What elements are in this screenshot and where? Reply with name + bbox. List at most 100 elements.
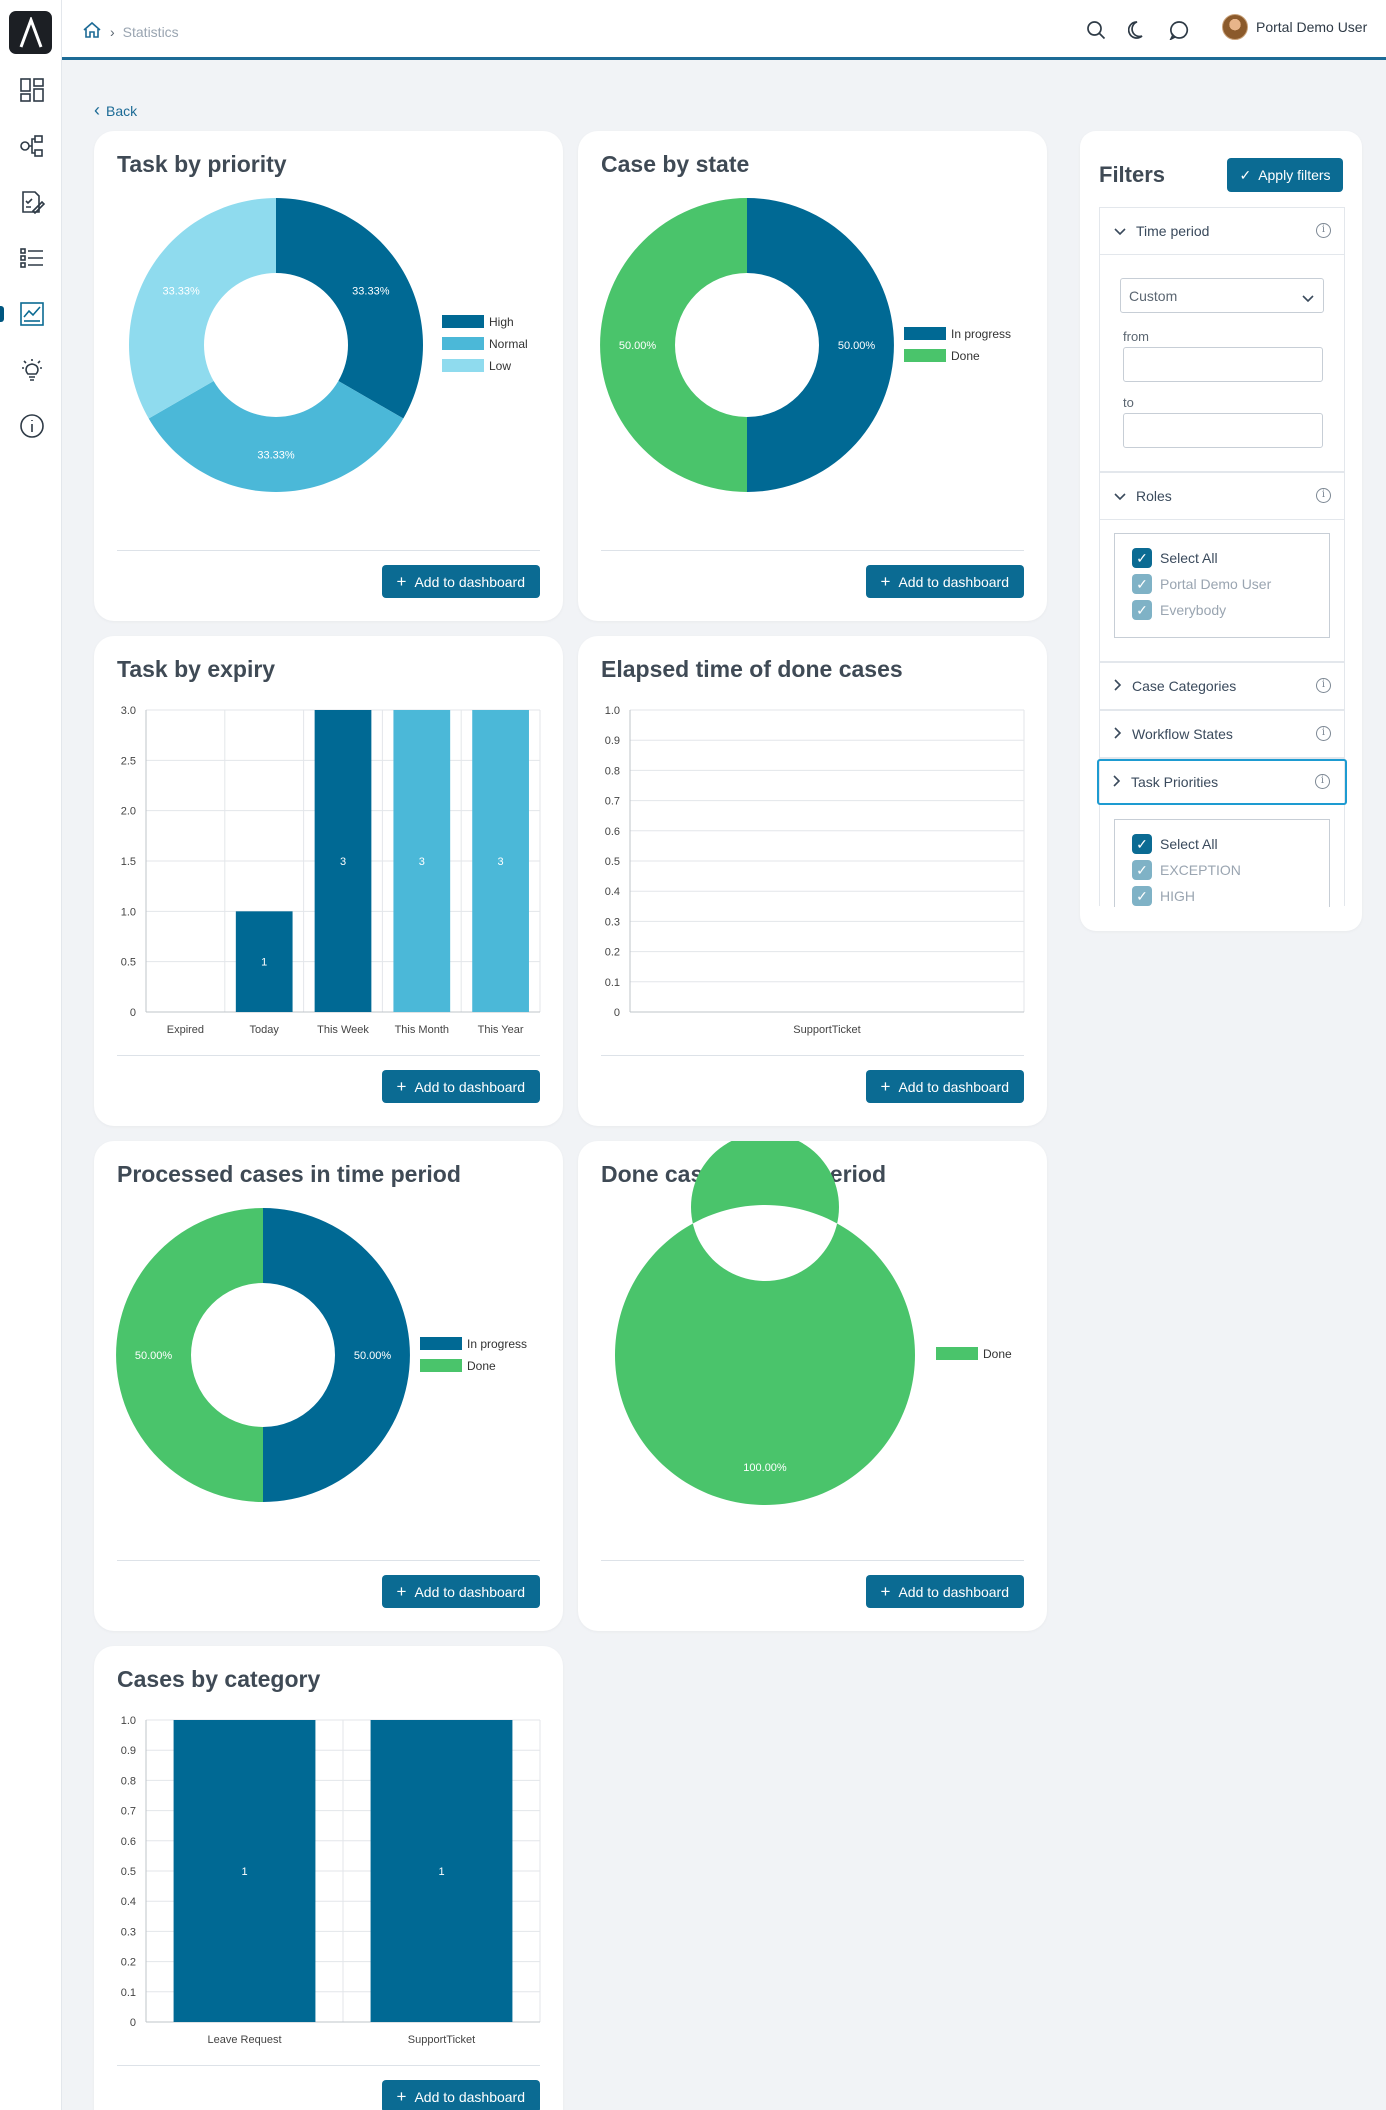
- info-icon[interactable]: i: [1315, 774, 1330, 789]
- active-nav-indicator: [0, 306, 4, 322]
- roles-section: Roles i ✓ Select All ✓ Portal Demo User …: [1099, 472, 1345, 662]
- dashboard-icon[interactable]: [16, 74, 48, 106]
- y-tick-label: 0.6: [605, 826, 620, 838]
- checkbox-label: HIGH: [1160, 888, 1195, 904]
- pie-slice: [747, 198, 894, 492]
- case-state-chart: 50.00% 50.00% In progress Done: [600, 198, 1011, 492]
- filters-title: Filters: [1099, 162, 1166, 187]
- time-period-section: Time period i Custom from to: [1099, 207, 1345, 472]
- tasks-icon[interactable]: [16, 186, 48, 218]
- back-link[interactable]: ‹ Back: [94, 100, 137, 121]
- info-icon[interactable]: [16, 410, 48, 442]
- pie-slice: [276, 198, 423, 419]
- task-expiry-card: Task by expiry 3.0 2.5 2.0 1.5 1.0 0.5 0 Expire…: [94, 636, 563, 1126]
- processed-cases-card: Processed cases in time period 50.00% 50.…: [94, 1141, 563, 1631]
- priority-checkbox[interactable]: ✓ HIGH: [1132, 886, 1195, 906]
- workflow-states-header[interactable]: Workflow States i: [1100, 711, 1344, 757]
- plus-icon: +: [880, 1582, 891, 1601]
- bar-value-label: 1: [241, 1866, 247, 1878]
- y-tick-label: 0.2: [605, 947, 620, 959]
- role-checkbox[interactable]: ✓ Portal Demo User: [1132, 574, 1271, 594]
- plus-icon: +: [396, 2087, 407, 2106]
- y-tick-label: 0.9: [605, 735, 620, 747]
- chat-icon[interactable]: [1167, 18, 1191, 42]
- add-to-dashboard-button[interactable]: + Add to dashboard: [381, 1070, 540, 1103]
- divider: [117, 1560, 540, 1561]
- y-tick-label: 0.5: [121, 957, 136, 969]
- legend-label: Normal: [489, 337, 528, 351]
- add-to-dashboard-button[interactable]: + Add to dashboard: [865, 1575, 1024, 1608]
- checkbox-label: Everybody: [1160, 602, 1227, 618]
- info-icon[interactable]: i: [1316, 223, 1331, 238]
- legend-label: In progress: [467, 1337, 527, 1351]
- y-tick-label: 0.7: [605, 796, 620, 808]
- add-to-dashboard-button[interactable]: + Add to dashboard: [381, 2080, 540, 2110]
- plus-icon: +: [396, 572, 407, 591]
- legend-label: Done: [467, 1359, 496, 1373]
- task-priority-chart: 33.33% 33.33% 33.33% High Normal Low: [129, 198, 528, 492]
- add-to-dashboard-button[interactable]: + Add to dashboard: [381, 565, 540, 598]
- processed-cases-chart: 50.00% 50.00% In progress Done: [116, 1208, 527, 1502]
- from-date-input[interactable]: [1123, 347, 1323, 382]
- pie-slice: [600, 198, 747, 492]
- task-priority-card: Task by priority 33.33% 33.33% 33.33% High N…: [94, 131, 563, 621]
- divider: [117, 550, 540, 551]
- add-to-dashboard-button[interactable]: + Add to dashboard: [865, 1070, 1024, 1103]
- checkbox-checked-icon: ✓: [1132, 574, 1152, 594]
- processes-icon[interactable]: [16, 130, 48, 162]
- priority-checkbox[interactable]: ✓ EXCEPTION: [1132, 860, 1241, 880]
- to-label: to: [1123, 395, 1134, 410]
- info-icon[interactable]: i: [1316, 678, 1331, 693]
- time-period-header[interactable]: Time period i: [1100, 208, 1344, 254]
- legend-swatch: [442, 315, 484, 328]
- case-categories-header[interactable]: Case Categories i: [1100, 663, 1344, 709]
- apply-filters-button[interactable]: ✓ Apply filters: [1227, 158, 1343, 192]
- back-label: Back: [106, 102, 138, 119]
- plus-icon: +: [396, 1077, 407, 1096]
- info-icon[interactable]: i: [1316, 726, 1331, 741]
- case-categories-label: Case Categories: [1132, 678, 1237, 694]
- user-menu[interactable]: Portal Demo User: [1222, 14, 1367, 40]
- apply-filters-label: Apply filters: [1258, 167, 1331, 183]
- role-checkbox[interactable]: ✓ Select All: [1132, 548, 1218, 568]
- slice-label: 100.00%: [743, 1462, 787, 1474]
- case-categories-section: Case Categories i: [1099, 662, 1345, 710]
- cases-by-category-chart: 1.0 0.9 0.8 0.7 0.6 0.5 0.4 0.3 0.2 0.1 0 1 Leave Re…: [121, 1715, 541, 2046]
- bar-value-label: 1: [261, 957, 267, 969]
- divider: [117, 2065, 540, 2066]
- task-priorities-section: Task Priorities i ✓ Select All ✓ EXCEPTI…: [1097, 758, 1347, 907]
- task-priorities-header[interactable]: Task Priorities i: [1097, 759, 1347, 805]
- home-icon[interactable]: [82, 20, 102, 43]
- y-tick-label: 3.0: [121, 705, 136, 717]
- y-tick-label: 0.4: [121, 1896, 136, 1908]
- legend-label: Done: [951, 349, 980, 363]
- legend-label: Low: [489, 359, 511, 373]
- done-cases-card: Done cases in time period 100.00%Done +A…: [578, 1141, 1047, 1631]
- pie-slice: [615, 1141, 915, 1505]
- search-icon[interactable]: [1084, 18, 1108, 42]
- dark-mode-icon[interactable]: [1126, 18, 1150, 42]
- button-label: Add to dashboard: [898, 573, 1009, 590]
- statistics-icon[interactable]: [16, 298, 48, 330]
- checkbox-checked-icon: ✓: [1132, 834, 1152, 854]
- legend-swatch: [904, 349, 946, 362]
- priority-checkbox[interactable]: ✓ Select All: [1132, 834, 1218, 854]
- bar: [314, 710, 372, 1012]
- to-date-input[interactable]: [1123, 413, 1323, 448]
- role-checkbox[interactable]: ✓ Everybody: [1132, 600, 1226, 620]
- y-tick-label: 1.5: [121, 856, 136, 868]
- ideas-icon[interactable]: [16, 354, 48, 386]
- plus-icon: +: [880, 572, 891, 591]
- cases-icon[interactable]: [16, 242, 48, 274]
- add-to-dashboard-button[interactable]: + Add to dashboard: [865, 565, 1024, 598]
- y-tick-label: 0.8: [121, 1775, 136, 1787]
- portal-logo-icon[interactable]: [9, 11, 52, 54]
- chevron-down-icon: [1114, 223, 1126, 239]
- breadcrumb-current: Statistics: [122, 23, 179, 40]
- info-icon[interactable]: i: [1316, 488, 1331, 503]
- roles-header[interactable]: Roles i: [1100, 473, 1344, 519]
- y-tick-label: 0.7: [121, 1806, 136, 1818]
- time-period-select[interactable]: Custom: [1120, 278, 1324, 313]
- add-to-dashboard-button[interactable]: + Add to dashboard: [381, 1575, 540, 1608]
- checkbox-checked-icon: ✓: [1132, 548, 1152, 568]
